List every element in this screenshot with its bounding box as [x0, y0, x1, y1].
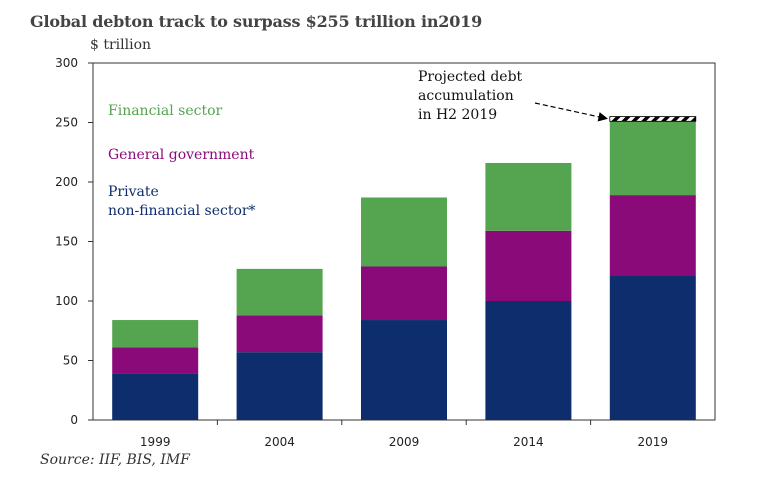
projection-annotation-text: Projected debt	[418, 69, 523, 85]
source-note: Source: IIF, BIS, IMF	[40, 452, 190, 468]
projection-annotation-text: accumulation	[418, 88, 514, 104]
bar-financial-sector-2014	[485, 162, 572, 231]
chart-title: Global debton track to surpass $255 tril…	[30, 12, 483, 31]
y-tick-label: 300	[55, 56, 78, 70]
legend-entry-financial-sector: Financial sector	[108, 103, 223, 119]
y-tick-label: 50	[63, 354, 78, 368]
bar-general-government-2014	[485, 230, 572, 301]
legend: Financial sector General government Privat…	[108, 103, 256, 219]
y-tick-label: 200	[55, 175, 78, 189]
bar-financial-sector-2009	[361, 197, 447, 267]
bar-financial-sector-2019	[609, 121, 696, 196]
bar-projected-h2-2019	[609, 116, 697, 122]
bar-private-non-financial-sector-1999	[112, 373, 199, 420]
bar-financial-sector-1999	[112, 320, 199, 348]
x-tick-label: 2009	[389, 435, 420, 449]
bar-general-government-2019	[609, 195, 696, 277]
x-tick-label: 1999	[140, 435, 171, 449]
bar-private-non-financial-sector-2009	[361, 320, 447, 420]
bar-general-government-1999	[112, 347, 199, 374]
bars-group	[112, 116, 697, 420]
y-tick-label: 0	[70, 413, 78, 427]
y-tick-label: 150	[55, 235, 78, 249]
projection-annotation: Projected debt accumulation in H2 2019	[418, 69, 608, 123]
legend-entry-general-government: General government	[108, 147, 255, 163]
projection-arrow	[534, 102, 608, 122]
bar-private-non-financial-sector-2004	[236, 352, 323, 420]
bar-financial-sector-2004	[236, 268, 323, 316]
y-tick-label: 100	[55, 294, 78, 308]
bar-private-non-financial-sector-2014	[485, 301, 572, 420]
bar-general-government-2009	[361, 266, 447, 321]
x-tick-label: 2014	[513, 435, 544, 449]
y-tick-label: 250	[55, 116, 78, 130]
bar-private-non-financial-sector-2019	[609, 276, 696, 420]
legend-entry-private-non-financial-sector: Private	[108, 184, 159, 200]
y-axis-ticks: 0 50 100 150 200 250 300	[55, 56, 93, 427]
projection-annotation-text: in H2 2019	[418, 107, 497, 123]
legend-entry-private-non-financial-sector: non-financial sector*	[108, 203, 256, 219]
bar-general-government-2004	[236, 315, 323, 353]
x-tick-label: 2019	[638, 435, 669, 449]
y-axis-unit-label: $ trillion	[90, 37, 152, 53]
x-axis-ticks: 1999 2004 2009 2014 2019	[140, 420, 668, 449]
x-tick-label: 2004	[264, 435, 295, 449]
